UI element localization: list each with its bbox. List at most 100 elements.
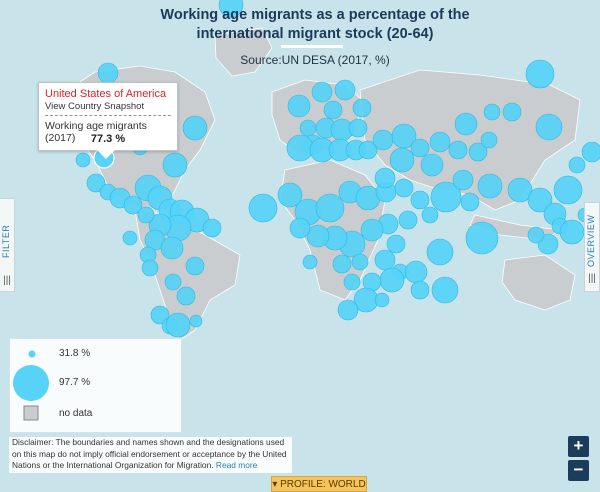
country-bubble[interactable] bbox=[165, 312, 191, 338]
country-bubble[interactable] bbox=[502, 102, 522, 122]
country-bubble[interactable] bbox=[454, 112, 478, 136]
country-bubble[interactable] bbox=[299, 119, 317, 137]
country-bubble[interactable] bbox=[535, 113, 563, 141]
country-bubble[interactable] bbox=[374, 167, 396, 189]
title-underline bbox=[281, 45, 343, 48]
country-bubble[interactable] bbox=[332, 254, 352, 274]
country-bubble[interactable] bbox=[465, 221, 499, 255]
country-bubble[interactable] bbox=[374, 249, 396, 271]
country-bubble[interactable] bbox=[429, 131, 451, 153]
country-bubble[interactable] bbox=[525, 59, 555, 89]
country-bubble[interactable] bbox=[483, 103, 501, 121]
country-bubble[interactable] bbox=[426, 238, 454, 266]
australia-land bbox=[501, 254, 576, 311]
country-bubble[interactable] bbox=[150, 305, 170, 325]
country-bubble[interactable] bbox=[568, 156, 586, 174]
tooltip-indicator-label: Working age migrants (2017) bbox=[45, 120, 147, 144]
overview-tab[interactable]: OVERVIEW ||| bbox=[584, 202, 600, 292]
overview-grip-icon: ||| bbox=[588, 273, 596, 284]
country-bubble[interactable] bbox=[182, 115, 208, 141]
country-bubble[interactable] bbox=[202, 218, 222, 238]
country-bubble[interactable] bbox=[337, 299, 359, 321]
country-bubble[interactable] bbox=[162, 152, 188, 178]
country-bubble[interactable] bbox=[410, 138, 430, 158]
legend: 31.8 % 97.7 % no data bbox=[9, 338, 182, 433]
country-bubble[interactable] bbox=[507, 177, 533, 203]
country-bubble[interactable] bbox=[123, 195, 143, 215]
tooltip-indicator-value: 77.3 % bbox=[90, 133, 126, 145]
filter-grip-icon: ||| bbox=[3, 275, 11, 286]
filter-tab[interactable]: FILTER ||| bbox=[0, 198, 15, 292]
country-bubble[interactable] bbox=[581, 141, 600, 163]
country-bubble[interactable] bbox=[553, 175, 583, 205]
country-bubble[interactable] bbox=[348, 118, 368, 138]
country-bubble[interactable] bbox=[176, 286, 196, 306]
country-bubble[interactable] bbox=[431, 276, 459, 304]
country-bubble[interactable] bbox=[379, 267, 405, 293]
country-bubble[interactable] bbox=[86, 173, 106, 193]
country-bubble[interactable] bbox=[468, 142, 488, 162]
country-bubble[interactable] bbox=[315, 193, 345, 223]
country-bubble[interactable] bbox=[97, 62, 119, 84]
country-bubble[interactable] bbox=[421, 206, 439, 224]
country-bubble[interactable] bbox=[248, 193, 278, 223]
country-bubble[interactable] bbox=[75, 152, 91, 168]
country-bubble[interactable] bbox=[480, 131, 498, 149]
country-bubble[interactable] bbox=[185, 256, 205, 276]
zoom-out-button[interactable]: − bbox=[568, 460, 589, 481]
country-bubble[interactable] bbox=[420, 153, 444, 177]
country-bubble[interactable] bbox=[358, 140, 378, 160]
country-bubble[interactable] bbox=[311, 81, 333, 103]
tooltip-divider bbox=[45, 115, 171, 116]
country-bubble[interactable] bbox=[527, 187, 553, 213]
country-bubble[interactable] bbox=[286, 134, 314, 162]
legend-small-bubble bbox=[28, 350, 36, 358]
country-bubble[interactable] bbox=[334, 79, 356, 101]
country-bubble[interactable] bbox=[122, 230, 138, 246]
zoom-in-button[interactable]: + bbox=[568, 436, 589, 457]
country-bubble[interactable] bbox=[302, 254, 318, 270]
country-bubble[interactable] bbox=[160, 236, 184, 260]
filter-tab-label: FILTER bbox=[1, 224, 11, 258]
country-bubble[interactable] bbox=[559, 219, 585, 245]
country-bubble[interactable] bbox=[430, 181, 462, 213]
country-bubble[interactable] bbox=[448, 140, 468, 160]
country-bubble[interactable] bbox=[452, 169, 474, 191]
country-bubble[interactable] bbox=[277, 182, 303, 208]
country-bubble[interactable] bbox=[352, 98, 372, 118]
country-bubble[interactable] bbox=[141, 259, 159, 277]
country-bubble[interactable] bbox=[477, 173, 503, 199]
country-bubble[interactable] bbox=[306, 224, 330, 248]
country-tooltip: United States of America View Country Sn… bbox=[38, 82, 178, 159]
tooltip-country-name[interactable]: United States of America bbox=[45, 88, 167, 100]
view-country-snapshot-link[interactable]: View Country Snapshot bbox=[45, 101, 145, 112]
country-bubble[interactable] bbox=[137, 206, 155, 224]
country-bubble[interactable] bbox=[410, 280, 430, 300]
country-bubble[interactable] bbox=[323, 100, 343, 120]
country-bubble[interactable] bbox=[360, 218, 384, 242]
country-bubble[interactable] bbox=[164, 273, 182, 291]
country-bubble[interactable] bbox=[389, 147, 415, 173]
country-bubble[interactable] bbox=[287, 94, 311, 118]
disclaimer-text: Disclaimer: The boundaries and names sho… bbox=[12, 437, 287, 471]
country-bubble[interactable] bbox=[374, 292, 390, 308]
country-bubble[interactable] bbox=[218, 0, 244, 18]
country-bubble[interactable] bbox=[398, 210, 418, 230]
country-bubble[interactable] bbox=[343, 273, 361, 291]
country-bubble[interactable] bbox=[372, 129, 394, 151]
country-bubble[interactable] bbox=[289, 217, 311, 239]
map-title: Working age migrants as a percentage of … bbox=[160, 7, 470, 42]
country-bubble[interactable] bbox=[460, 192, 480, 212]
country-bubble[interactable] bbox=[410, 190, 430, 210]
country-bubble[interactable] bbox=[394, 178, 414, 198]
country-bubble[interactable] bbox=[527, 226, 545, 244]
read-more-link[interactable]: Read more bbox=[215, 460, 258, 471]
country-bubble[interactable] bbox=[351, 253, 369, 271]
disclaimer: Disclaimer: The boundaries and names sho… bbox=[9, 437, 292, 473]
country-bubble[interactable] bbox=[386, 234, 406, 254]
legend-nodata-label: no data bbox=[59, 408, 93, 419]
greenland-land bbox=[214, 27, 273, 77]
country-bubble[interactable] bbox=[404, 260, 428, 284]
country-bubble[interactable] bbox=[189, 314, 203, 328]
legend-small-label: 31.8 % bbox=[59, 348, 91, 359]
